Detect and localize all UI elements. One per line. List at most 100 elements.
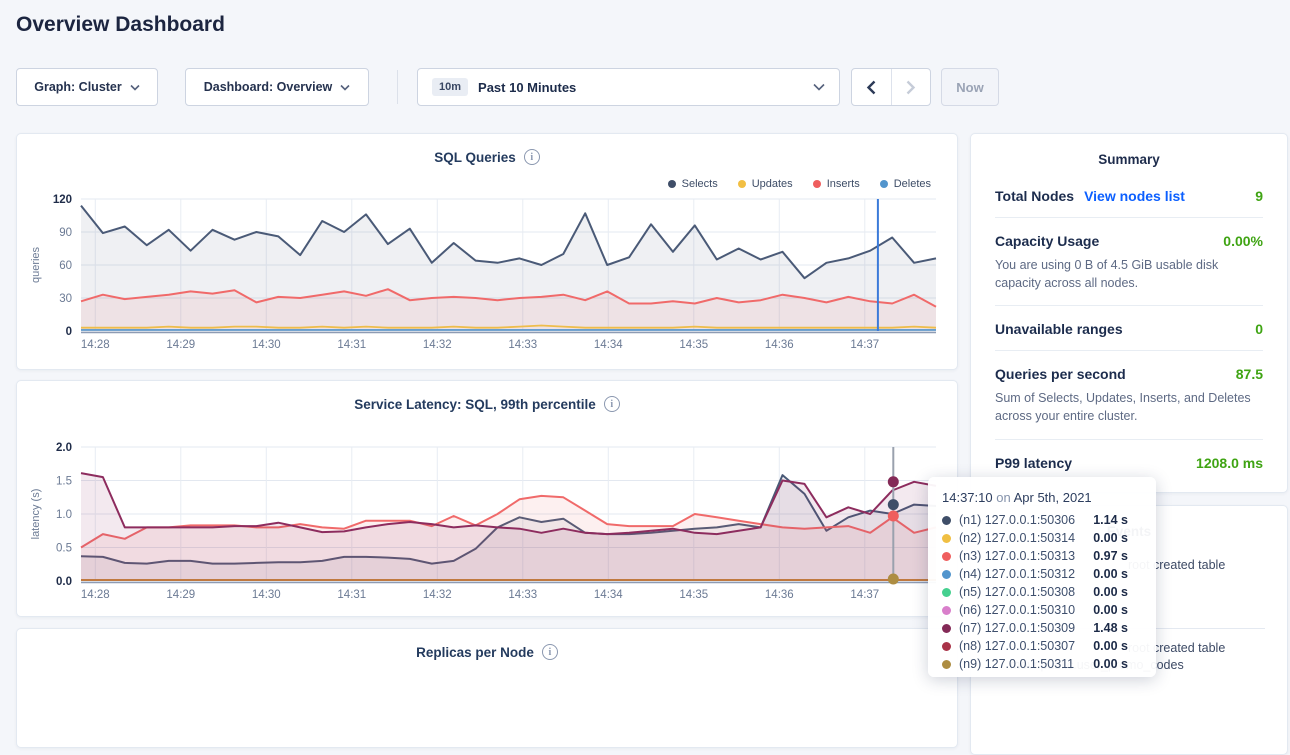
sql-queries-chart[interactable]: 030609012014:2814:2914:3014:3114:3214:33… <box>17 134 959 376</box>
graph-dropdown-label: Graph: Cluster <box>34 80 122 94</box>
node-color-dot <box>942 588 951 597</box>
chevron-left-icon <box>866 80 877 95</box>
y-tick-label: 1.5 <box>56 476 72 488</box>
chart-hover-tooltip: 14:37:10 on Apr 5th, 2021 (n1) 127.0.0.1… <box>928 477 1156 677</box>
tooltip-row: (n4) 127.0.0.1:50312 0.00 s <box>942 565 1156 583</box>
legend-item-inserts[interactable]: Inserts <box>813 178 860 190</box>
tooltip-node-label: (n6) 127.0.0.1:50310 <box>959 603 1075 617</box>
now-button[interactable]: Now <box>941 68 999 106</box>
x-tick-label: 14:37 <box>850 339 879 351</box>
series-line <box>81 326 936 328</box>
x-tick-label: 14:32 <box>423 589 452 601</box>
y-tick-label: 60 <box>59 260 72 272</box>
chevron-down-icon <box>813 78 825 96</box>
hover-dot <box>888 499 899 510</box>
y-tick-label: 90 <box>59 227 72 239</box>
legend-color-dot <box>813 180 821 188</box>
tooltip-row: (n3) 127.0.0.1:50313 0.97 s <box>942 547 1156 565</box>
x-tick-label: 14:30 <box>252 589 281 601</box>
y-tick-label: 120 <box>53 194 72 206</box>
y-tick-label: 0 <box>66 326 72 338</box>
x-tick-label: 14:29 <box>166 339 195 351</box>
service-latency-card: Service Latency: SQL, 99th percentile i … <box>16 380 958 617</box>
x-tick-label: 14:34 <box>594 339 623 351</box>
time-range-selector[interactable]: 10m Past 10 Minutes <box>417 68 840 106</box>
summary-row-qps: Queries per second 87.5 Sum of Selects, … <box>995 351 1263 439</box>
series-line <box>81 496 936 548</box>
tooltip-timestamp: 14:37:10 on Apr 5th, 2021 <box>942 490 1156 505</box>
view-nodes-list-link[interactable]: View nodes list <box>1084 188 1185 204</box>
summary-row-label: P99 latency <box>995 455 1072 471</box>
legend-item-deletes[interactable]: Deletes <box>880 178 931 190</box>
y-tick-label: 1.0 <box>56 509 72 521</box>
summary-row-value: 87.5 <box>1236 366 1263 382</box>
node-color-dot <box>942 606 951 615</box>
chevron-right-icon <box>905 80 916 95</box>
node-color-dot <box>942 552 951 561</box>
summary-row-caption: Sum of Selects, Updates, Inserts, and De… <box>995 389 1263 425</box>
summary-row-value: 0 <box>1255 321 1263 337</box>
y-axis-title: latency (s) <box>30 489 42 540</box>
time-prev-button[interactable] <box>852 69 891 105</box>
x-tick-label: 14:34 <box>594 589 623 601</box>
time-range-badge: 10m <box>432 78 468 96</box>
tooltip-row: (n1) 127.0.0.1:50306 1.14 s <box>942 511 1156 529</box>
series-line <box>81 473 936 534</box>
hover-dot <box>888 511 899 522</box>
tooltip-node-label: (n3) 127.0.0.1:50313 <box>959 549 1075 563</box>
y-tick-label: 0.0 <box>56 576 72 588</box>
y-tick-label: 0.5 <box>56 543 72 555</box>
time-next-button[interactable] <box>891 69 931 105</box>
x-tick-label: 14:36 <box>765 589 794 601</box>
time-range-label: Past 10 Minutes <box>478 80 576 95</box>
summary-row-value: 9 <box>1255 188 1263 204</box>
chart-title-text: SQL Queries <box>434 150 516 165</box>
summary-row-total-nodes: Total Nodes View nodes list 9 <box>995 173 1263 218</box>
tooltip-time: 14:37:10 <box>942 490 993 505</box>
tooltip-node-label: (n4) 127.0.0.1:50312 <box>959 567 1075 581</box>
service-latency-chart[interactable]: 0.00.51.01.52.014:2814:2914:3014:3114:32… <box>17 381 959 623</box>
info-icon[interactable]: i <box>542 644 558 660</box>
series-line <box>81 289 936 307</box>
legend-item-updates[interactable]: Updates <box>738 178 793 190</box>
summary-row-label: Total Nodes <box>995 188 1074 204</box>
overview-dashboard-page: Overview Dashboard Graph: Cluster Dashbo… <box>0 0 1290 689</box>
summary-row-label: Capacity Usage <box>995 233 1099 249</box>
node-color-dot <box>942 642 951 651</box>
tooltip-node-value: 0.97 s <box>1093 549 1128 563</box>
chart-title-text: Replicas per Node <box>416 645 534 660</box>
y-tick-label: 30 <box>59 293 72 305</box>
tooltip-node-value: 1.48 s <box>1093 621 1128 635</box>
series-line <box>81 206 936 279</box>
tooltip-node-label: (n9) 127.0.0.1:50311 <box>959 657 1074 671</box>
tooltip-row: (n7) 127.0.0.1:50309 1.48 s <box>942 619 1156 637</box>
x-tick-label: 14:31 <box>337 339 366 351</box>
tooltip-row: (n5) 127.0.0.1:50308 0.00 s <box>942 583 1156 601</box>
x-tick-label: 14:29 <box>166 589 195 601</box>
graph-dropdown[interactable]: Graph: Cluster <box>16 68 158 106</box>
info-icon[interactable]: i <box>604 396 620 412</box>
summary-panel: Summary Total Nodes View nodes list 9 Ca… <box>970 133 1288 493</box>
series-fill <box>81 475 936 581</box>
x-tick-label: 14:35 <box>679 589 708 601</box>
tooltip-node-value: 0.00 s <box>1093 585 1128 599</box>
x-tick-label: 14:35 <box>679 339 708 351</box>
node-color-dot <box>942 624 951 633</box>
legend-item-selects[interactable]: Selects <box>668 178 718 190</box>
hover-dot <box>888 574 899 585</box>
tooltip-row: (n8) 127.0.0.1:50307 0.00 s <box>942 637 1156 655</box>
tooltip-on: on <box>996 490 1010 505</box>
y-axis-title: queries <box>30 246 42 283</box>
chart-svg: 0.00.51.01.52.014:2814:2914:3014:3114:32… <box>17 381 959 618</box>
summary-title: Summary <box>971 134 1287 167</box>
summary-row-capacity: Capacity Usage 0.00% You are using 0 B o… <box>995 218 1263 306</box>
legend-color-dot <box>668 180 676 188</box>
tooltip-row: (n2) 127.0.0.1:50314 0.00 s <box>942 529 1156 547</box>
x-tick-label: 14:28 <box>81 339 110 351</box>
summary-row-unavailable-ranges: Unavailable ranges 0 <box>995 306 1263 351</box>
dashboard-dropdown[interactable]: Dashboard: Overview <box>185 68 369 106</box>
node-color-dot <box>942 516 951 525</box>
x-tick-label: 14:28 <box>81 589 110 601</box>
info-icon[interactable]: i <box>524 149 540 165</box>
hover-dot <box>888 476 899 487</box>
